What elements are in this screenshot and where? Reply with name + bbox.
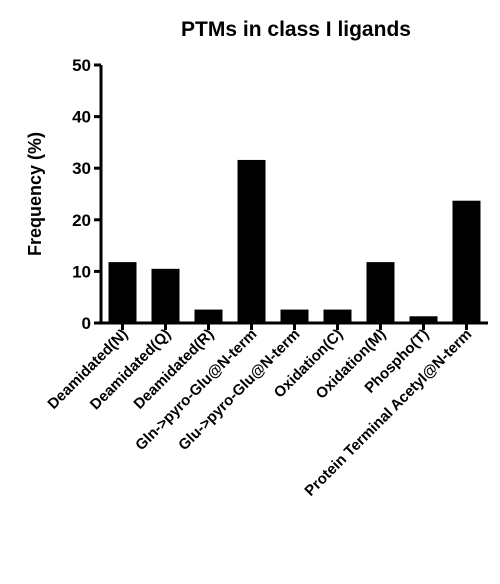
bar (151, 268, 180, 323)
chart-title: PTMs in class I ligands (181, 18, 411, 41)
bar (323, 309, 352, 323)
bar (409, 316, 438, 323)
bar (237, 159, 266, 323)
bar (108, 262, 137, 323)
x-axis-ticks: Deamidated(N)Deamidated(Q)Deamidated(R)G… (44, 323, 475, 500)
y-tick-label: 10 (72, 262, 91, 281)
y-tick-label: 20 (72, 211, 91, 230)
bar (194, 309, 223, 323)
y-tick-label: 50 (72, 56, 91, 75)
bars-group (108, 159, 481, 323)
y-axis-label: Frequency (%) (25, 132, 45, 256)
y-axis-ticks: 0 10 20 30 40 50 (72, 56, 101, 333)
y-tick-label: 40 (72, 108, 91, 127)
bar (280, 309, 309, 323)
y-tick-label: 0 (82, 314, 91, 333)
bar (452, 200, 481, 323)
y-tick-label: 30 (72, 159, 91, 178)
bar (366, 262, 395, 323)
